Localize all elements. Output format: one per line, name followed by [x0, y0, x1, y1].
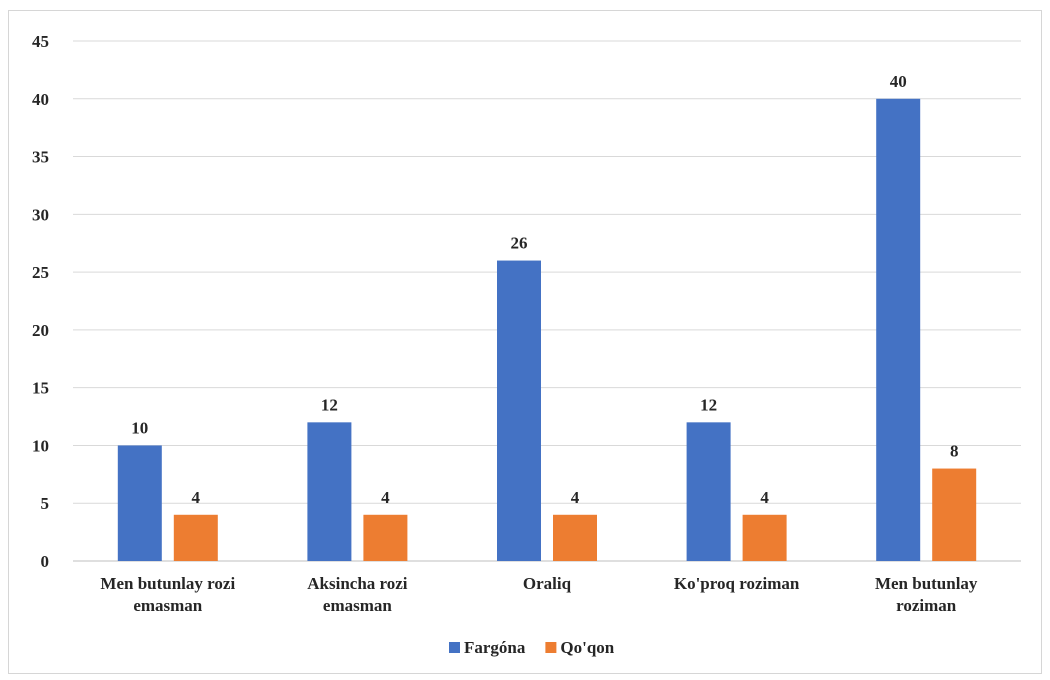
x-category-label: roziman [896, 596, 957, 615]
x-axis-categories: Men butunlay rozi emasman Aksincha rozi ema… [100, 574, 978, 615]
x-category-label: Ko'proq roziman [674, 574, 800, 593]
bars [117, 98, 977, 562]
y-tick-label: 5 [41, 494, 50, 513]
y-axis-ticks: 0 5 10 15 20 25 30 35 40 45 [32, 32, 49, 571]
x-category-label: Men butunlay [875, 574, 978, 593]
bar[interactable] [932, 468, 977, 561]
data-label: 26 [511, 234, 528, 253]
y-tick-label: 30 [32, 205, 49, 224]
bar[interactable] [307, 422, 352, 561]
gridlines [73, 40, 1021, 562]
data-labels: 10 4 12 4 26 4 12 4 40 8 [131, 72, 958, 507]
legend-swatch [449, 642, 460, 653]
y-tick-label: 10 [32, 436, 49, 455]
legend[interactable]: Fargóna Qo'qon [449, 638, 615, 657]
bar[interactable] [173, 514, 218, 561]
data-label: 40 [890, 72, 907, 91]
chart-frame: 0 5 10 15 20 25 30 35 40 45 10 4 12 4 26 4 12 4 40 8 Men b… [8, 10, 1042, 674]
y-tick-label: 0 [41, 552, 50, 571]
x-category-label: Aksincha rozi [307, 574, 408, 593]
x-category-label: Oraliq [523, 574, 572, 593]
data-label: 12 [700, 395, 717, 414]
bar[interactable] [363, 514, 408, 561]
y-tick-label: 40 [32, 90, 49, 109]
y-tick-label: 20 [32, 321, 49, 340]
x-category-label: emasman [323, 596, 392, 615]
y-tick-label: 35 [32, 148, 49, 167]
data-label: 10 [131, 418, 148, 437]
y-tick-label: 15 [32, 379, 49, 398]
bar[interactable] [742, 514, 787, 561]
data-label: 4 [192, 488, 201, 507]
x-category-label: emasman [133, 596, 202, 615]
bar[interactable] [497, 260, 541, 561]
y-tick-label: 45 [32, 32, 49, 51]
data-label: 12 [321, 395, 338, 414]
legend-entry[interactable]: Qo'qon [560, 638, 614, 657]
bar[interactable] [553, 514, 597, 561]
legend-entry[interactable]: Fargóna [464, 638, 526, 657]
data-label: 4 [381, 488, 390, 507]
bar[interactable] [686, 422, 731, 561]
bar[interactable] [117, 445, 162, 561]
data-label: 4 [760, 488, 769, 507]
data-label: 4 [571, 488, 580, 507]
x-category-label: Men butunlay rozi [100, 574, 235, 593]
data-label: 8 [950, 442, 959, 461]
y-tick-label: 25 [32, 263, 49, 282]
bar[interactable] [876, 98, 921, 562]
legend-swatch [545, 642, 557, 653]
bar-chart: 0 5 10 15 20 25 30 35 40 45 10 4 12 4 26 4 12 4 40 8 Men b… [32, 32, 1021, 657]
